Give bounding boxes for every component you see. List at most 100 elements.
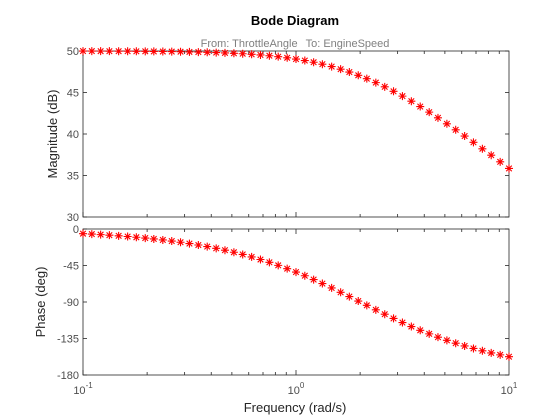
data-point-star bbox=[105, 47, 114, 56]
y-tick-label: -135 bbox=[57, 334, 79, 346]
y-tick-label: 50 bbox=[67, 46, 79, 58]
data-point-star bbox=[274, 261, 283, 270]
x-tick-label: 100 bbox=[288, 381, 305, 397]
data-point-star bbox=[318, 279, 327, 288]
data-point-star bbox=[389, 314, 398, 323]
data-point-star bbox=[380, 82, 389, 91]
x-ticks: 10-1 100 101 bbox=[73, 381, 518, 397]
subtitle-from: From: ThrottleAngle bbox=[201, 38, 298, 50]
chart-subtitle: From: ThrottleAngle To: EngineSpeed bbox=[201, 38, 390, 50]
data-point-star bbox=[309, 275, 318, 284]
data-point-star bbox=[185, 47, 194, 56]
data-point-star bbox=[185, 239, 194, 248]
data-point-star bbox=[176, 238, 185, 247]
data-point-star bbox=[229, 248, 238, 257]
y-tick-label: -180 bbox=[57, 370, 79, 382]
data-point-star bbox=[425, 329, 434, 338]
data-point-star bbox=[336, 65, 345, 74]
data-point-star bbox=[123, 47, 132, 56]
magnitude-series bbox=[79, 47, 513, 173]
data-point-star bbox=[292, 268, 300, 277]
data-point-star bbox=[123, 232, 132, 241]
data-point-star bbox=[114, 231, 123, 240]
data-point-star bbox=[380, 310, 389, 319]
data-point-star bbox=[105, 231, 114, 240]
data-point-star bbox=[371, 78, 380, 87]
y-tick-label: 30 bbox=[67, 212, 79, 224]
data-point-star bbox=[433, 113, 442, 122]
data-point-star bbox=[256, 50, 265, 59]
data-point-star bbox=[398, 92, 407, 101]
subtitle-to: To: EngineSpeed bbox=[306, 38, 390, 50]
data-point-star bbox=[79, 47, 87, 56]
data-point-star bbox=[247, 252, 256, 261]
x-tick-base: 10 bbox=[73, 385, 85, 397]
x-axis-label: Frequency (rad/s) bbox=[244, 400, 347, 415]
data-point-star bbox=[416, 326, 425, 335]
y-tick-label: 40 bbox=[67, 129, 79, 141]
magnitude-ylabel: Magnitude (dB) bbox=[45, 90, 60, 179]
data-point-star bbox=[309, 58, 318, 67]
data-point-star bbox=[114, 47, 123, 56]
data-point-star bbox=[283, 264, 292, 273]
data-point-star bbox=[167, 237, 176, 246]
data-point-star bbox=[425, 108, 434, 117]
data-point-star bbox=[149, 234, 158, 243]
data-point-star bbox=[478, 144, 487, 153]
phase-axes bbox=[82, 228, 510, 376]
data-point-star bbox=[212, 244, 221, 253]
x-tick-label: 101 bbox=[501, 381, 518, 397]
y-tick-label: -90 bbox=[63, 297, 79, 309]
data-point-star bbox=[496, 157, 505, 166]
data-point-star bbox=[354, 71, 363, 80]
data-point-star bbox=[389, 87, 398, 96]
data-point-star bbox=[238, 49, 247, 58]
data-point-star bbox=[274, 52, 283, 61]
data-point-star bbox=[505, 352, 513, 361]
x-tick-exponent: 0 bbox=[300, 381, 305, 390]
x-tick-exponent: -1 bbox=[86, 381, 94, 390]
data-point-star bbox=[141, 47, 150, 56]
x-tick-base: 10 bbox=[288, 385, 300, 397]
phase-ylabel: Phase (deg) bbox=[33, 267, 48, 338]
data-point-star bbox=[362, 301, 371, 310]
data-point-star bbox=[345, 292, 354, 301]
data-point-star bbox=[176, 47, 185, 56]
y-tick-label: 0 bbox=[73, 224, 79, 236]
data-point-star bbox=[469, 138, 478, 147]
data-point-star bbox=[354, 297, 363, 306]
data-point-star bbox=[327, 62, 336, 71]
data-point-star bbox=[141, 234, 150, 243]
data-point-star bbox=[300, 56, 309, 65]
magnitude-axes bbox=[82, 50, 510, 218]
y-tick-label: -45 bbox=[63, 261, 79, 273]
data-point-star bbox=[87, 230, 96, 239]
data-point-star bbox=[478, 346, 487, 355]
data-point-star bbox=[407, 322, 416, 331]
data-point-star bbox=[487, 348, 496, 357]
magnitude-y-ticks: 30 35 40 45 50 bbox=[67, 46, 509, 224]
chart-title: Bode Diagram bbox=[251, 13, 339, 28]
data-point-star bbox=[229, 49, 238, 58]
data-point-star bbox=[442, 336, 451, 345]
data-point-star bbox=[451, 339, 460, 348]
y-tick-label: 35 bbox=[67, 171, 79, 183]
data-point-star bbox=[149, 47, 158, 56]
data-point-star bbox=[87, 47, 96, 56]
data-point-star bbox=[265, 258, 274, 267]
phase-series bbox=[79, 229, 513, 361]
data-point-star bbox=[487, 151, 496, 160]
data-point-star bbox=[256, 255, 265, 264]
data-point-star bbox=[469, 344, 478, 353]
data-point-star bbox=[132, 47, 141, 56]
data-point-star bbox=[194, 241, 203, 250]
data-point-star bbox=[407, 97, 416, 106]
data-point-star bbox=[238, 250, 247, 259]
y-tick-label: 45 bbox=[67, 88, 79, 100]
x-tick-exponent: 1 bbox=[513, 381, 518, 390]
data-point-star bbox=[371, 305, 380, 314]
phase-y-ticks: -180 -135 -90 -45 0 bbox=[57, 224, 509, 382]
data-point-star bbox=[203, 48, 212, 57]
data-point-star bbox=[460, 341, 469, 350]
data-point-star bbox=[194, 48, 203, 57]
